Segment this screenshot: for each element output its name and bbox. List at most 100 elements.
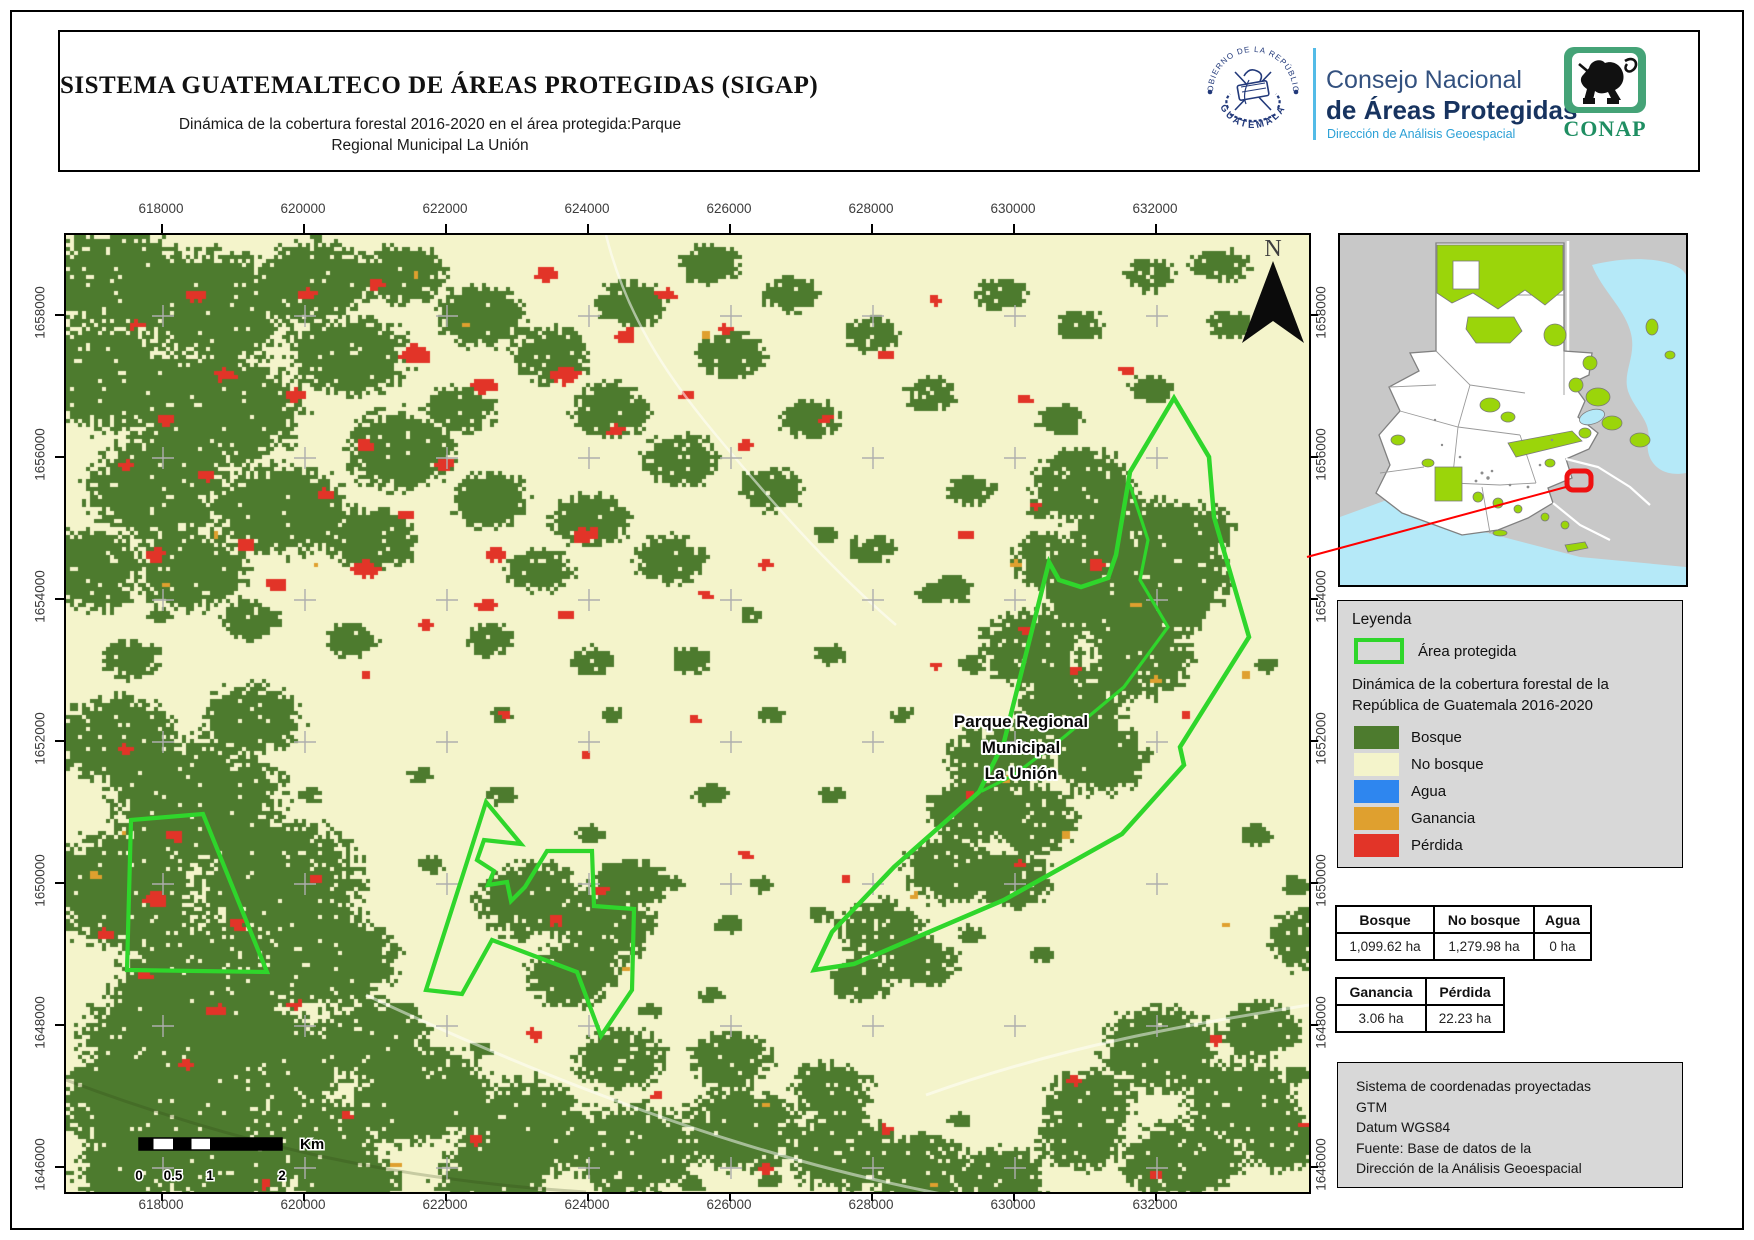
axis-tick <box>871 224 873 233</box>
axis-tick <box>55 1166 64 1168</box>
axis-tick <box>55 740 64 742</box>
perdida-swatch-icon <box>1354 834 1399 857</box>
org-name-line1: Consejo Nacional <box>1326 66 1522 94</box>
x-axis-label-top: 630000 <box>990 201 1036 216</box>
x-axis-label-bottom: 622000 <box>422 1197 468 1212</box>
guatemala-government-emblem-icon: GOBIERNO DE LA REPÚBLICA GUATEMALA <box>1202 42 1299 131</box>
x-axis-label-bottom: 618000 <box>138 1197 184 1212</box>
axis-tick <box>55 456 64 458</box>
legend-title: Leyenda <box>1352 611 1412 628</box>
page-border <box>10 10 1744 1230</box>
x-axis-label-bottom: 630000 <box>990 1197 1036 1212</box>
axis-tick <box>1013 1192 1015 1201</box>
svg-text:0: 0 <box>135 1168 143 1183</box>
quetzal-and-scroll-art <box>1225 69 1281 123</box>
axis-tick <box>161 1192 163 1201</box>
logo-separator <box>1313 48 1316 140</box>
forest-cover-raster <box>66 235 1309 1192</box>
org-department: Dirección de Análisis Geoespacial <box>1327 127 1516 141</box>
y-axis-label-right: 1648000 <box>1313 996 1329 1049</box>
legend-subtitle: Dinámica de la cobertura forestal de la … <box>1352 676 1609 714</box>
axis-tick <box>1309 740 1318 742</box>
y-axis-label-left: 1648000 <box>32 996 48 1049</box>
axis-tick <box>55 1024 64 1026</box>
coordinate-system-note: Sistema de coordenadas proyectadas GTM D… <box>1337 1062 1683 1188</box>
y-axis-label-right: 1652000 <box>1313 712 1329 765</box>
monkey-silhouette <box>1580 60 1624 104</box>
y-axis-label-left: 1652000 <box>32 712 48 765</box>
svg-text:Parque Regional: Parque Regional <box>954 712 1088 731</box>
axis-tick <box>303 1192 305 1201</box>
north-arrow-icon: N <box>1242 236 1304 343</box>
inset-department-borders <box>1379 294 1565 534</box>
bosque-value: 1,099.62 ha <box>1335 932 1435 961</box>
x-axis-label-bottom: 632000 <box>1132 1197 1178 1212</box>
main-map: Parque Regional Municipal La Unión N 0 0… <box>64 233 1311 1194</box>
x-axis-label-top: 618000 <box>138 201 184 216</box>
svg-text:Municipal: Municipal <box>982 738 1060 757</box>
axis-tick <box>303 224 305 233</box>
agua-value: 0 ha <box>1533 932 1592 961</box>
page-title: SISTEMA GUATEMALTECO DE ÁREAS PROTEGIDAS… <box>60 72 819 99</box>
bosque-swatch-icon <box>1354 726 1399 749</box>
no-bosque-swatch-icon <box>1354 753 1399 776</box>
svg-text:2: 2 <box>278 1168 286 1183</box>
y-axis-label-right: 1646000 <box>1313 1138 1329 1191</box>
conap-monkey-logo-icon <box>1564 47 1646 113</box>
axis-tick <box>871 1192 873 1201</box>
inset-location-marker <box>1564 468 1594 493</box>
grid-crosses <box>152 305 1168 1179</box>
coverage-table: Bosque No bosque Agua 1,099.62 ha 1,279.… <box>1335 905 1592 961</box>
axis-tick <box>1155 224 1157 233</box>
legend-item-perdida: Pérdida <box>1354 832 1668 859</box>
axis-tick <box>729 1192 731 1201</box>
x-axis-label-bottom: 624000 <box>564 1197 610 1212</box>
axis-tick <box>161 224 163 233</box>
legend: Leyenda Área protegida Dinámica de la co… <box>1337 600 1683 868</box>
no-bosque-value: 1,279.98 ha <box>1433 932 1535 961</box>
axis-tick <box>55 882 64 884</box>
legend-item-agua: Agua <box>1354 778 1668 805</box>
x-axis-label-bottom: 628000 <box>848 1197 894 1212</box>
axis-tick <box>1309 1166 1318 1168</box>
y-axis-label-left: 1658000 <box>32 286 48 339</box>
inset-caribbean-sea <box>1592 259 1686 474</box>
protected-area-swatch-icon <box>1354 638 1404 664</box>
x-axis-label-bottom: 626000 <box>706 1197 752 1212</box>
x-axis-label-top: 624000 <box>564 201 610 216</box>
x-axis-label-bottom: 620000 <box>280 1197 326 1212</box>
x-axis-label-top: 626000 <box>706 201 752 216</box>
ganancia-value: 3.06 ha <box>1335 1004 1427 1033</box>
header-box <box>58 30 1700 172</box>
axis-tick <box>55 598 64 600</box>
title-block: SISTEMA GUATEMALTECO DE ÁREAS PROTEGIDAS… <box>60 72 819 156</box>
org-name-line2: de Áreas Protegidas <box>1326 95 1578 125</box>
park-name-label: Parque Regional Municipal La Unión <box>952 710 1090 785</box>
axis-tick <box>587 1192 589 1201</box>
axis-tick <box>1309 598 1318 600</box>
axis-tick <box>445 224 447 233</box>
svg-text:N: N <box>1264 236 1281 262</box>
legend-item-ganancia: Ganancia <box>1354 805 1668 832</box>
y-axis-label-left: 1650000 <box>32 854 48 907</box>
legend-protected-area-row: Área protegida <box>1354 638 1668 664</box>
protected-area-boundaries <box>124 393 1252 1041</box>
axis-tick <box>445 1192 447 1201</box>
faint-roads <box>66 235 1309 1192</box>
y-axis-label-left: 1656000 <box>32 428 48 481</box>
guatemala-locator-inset <box>1338 233 1688 587</box>
x-axis-label-top: 620000 <box>280 201 326 216</box>
y-axis-label-right: 1650000 <box>1313 854 1329 907</box>
perdida-value: 22.23 ha <box>1425 1004 1505 1033</box>
axis-tick <box>1309 1024 1318 1026</box>
legend-protected-area-label: Área protegida <box>1418 642 1517 660</box>
axis-tick <box>55 314 64 316</box>
axis-tick <box>1013 224 1015 233</box>
legend-item-bosque: Bosque <box>1354 724 1668 751</box>
axis-tick <box>1309 456 1318 458</box>
x-axis-label-top: 632000 <box>1132 201 1178 216</box>
axis-tick <box>587 224 589 233</box>
svg-text:0.5: 0.5 <box>164 1168 183 1183</box>
y-axis-label-right: 1658000 <box>1313 286 1329 339</box>
x-axis-label-top: 628000 <box>848 201 894 216</box>
